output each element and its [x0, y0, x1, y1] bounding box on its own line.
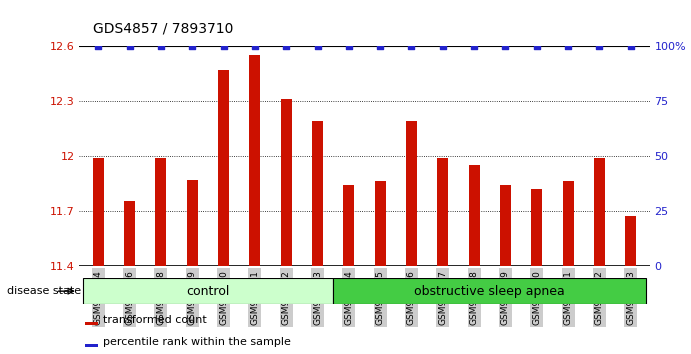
Bar [562, 181, 574, 266]
Bar [531, 189, 542, 266]
Bar [85, 322, 97, 325]
Point [437, 43, 448, 49]
Point [625, 43, 636, 49]
Text: transformed count: transformed count [104, 315, 207, 325]
Bar [281, 99, 292, 266]
Point [312, 43, 323, 49]
Point [187, 43, 198, 49]
Point [343, 43, 354, 49]
FancyBboxPatch shape [333, 278, 646, 304]
Point [124, 43, 135, 49]
Bar [375, 181, 386, 266]
Point [406, 43, 417, 49]
Point [594, 43, 605, 49]
Bar [437, 158, 448, 266]
Text: percentile rank within the sample: percentile rank within the sample [104, 337, 292, 347]
Point [562, 43, 574, 49]
Point [218, 43, 229, 49]
Bar [594, 158, 605, 266]
Point [155, 43, 167, 49]
Text: control: control [186, 285, 229, 298]
Point [531, 43, 542, 49]
Point [249, 43, 261, 49]
Bar [218, 70, 229, 266]
Bar [249, 55, 261, 266]
Bar [468, 165, 480, 266]
Bar [93, 158, 104, 266]
Point [500, 43, 511, 49]
Point [468, 43, 480, 49]
Point [281, 43, 292, 49]
Bar [625, 216, 636, 266]
Bar [406, 121, 417, 266]
Bar [124, 201, 135, 266]
Point [375, 43, 386, 49]
Bar [343, 185, 354, 266]
Bar [155, 158, 167, 266]
Text: disease state: disease state [7, 286, 81, 296]
Bar [187, 179, 198, 266]
Text: GDS4857 / 7893710: GDS4857 / 7893710 [93, 21, 234, 35]
FancyBboxPatch shape [83, 278, 333, 304]
Bar [85, 344, 97, 347]
Bar [312, 121, 323, 266]
Point [93, 43, 104, 49]
Bar [500, 185, 511, 266]
Text: obstructive sleep apnea: obstructive sleep apnea [415, 285, 565, 298]
